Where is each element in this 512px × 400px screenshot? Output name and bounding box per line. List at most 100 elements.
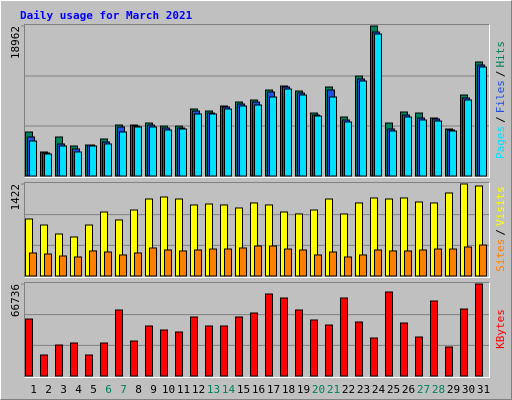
bar (164, 129, 172, 177)
bar (179, 250, 187, 277)
bar (269, 245, 277, 277)
bar (89, 250, 97, 277)
x-tick-label: 14 (222, 383, 236, 396)
bar (179, 128, 187, 177)
bar (404, 250, 412, 277)
x-tick-label: 10 (162, 383, 175, 396)
bar (344, 121, 352, 177)
y-tick-label: 66736 (9, 284, 22, 317)
legend-entry: Pages (494, 126, 507, 159)
bar (205, 325, 213, 377)
bar (235, 316, 243, 377)
bar (359, 254, 367, 277)
bar (119, 254, 127, 277)
bar (209, 248, 217, 277)
bar (29, 252, 37, 277)
bar (104, 143, 112, 177)
x-tick-label: 15 (237, 383, 250, 396)
legend-separator: / (494, 71, 507, 78)
x-tick-label: 23 (357, 383, 370, 396)
bar (329, 251, 337, 277)
bar (419, 119, 427, 177)
x-tick-label: 9 (150, 383, 157, 396)
bar (340, 297, 348, 377)
bar (434, 120, 442, 177)
bar (130, 340, 138, 377)
chart-title: Daily usage for March 2021 (20, 9, 193, 22)
bar (224, 248, 232, 277)
bar (164, 249, 172, 277)
bar (385, 291, 393, 377)
bar (370, 337, 378, 377)
bar (104, 251, 112, 277)
legend-separator: / (494, 116, 507, 123)
bar (479, 244, 487, 277)
bar (404, 116, 412, 177)
bar (190, 316, 198, 377)
bar (100, 342, 108, 377)
x-tick-label: 20 (312, 383, 325, 396)
panel-light (24, 182, 490, 278)
x-tick-label: 1 (30, 383, 37, 396)
bar (374, 249, 382, 277)
bar (445, 346, 453, 377)
bar (44, 253, 52, 277)
x-tick-label: 12 (192, 383, 205, 396)
bar (89, 145, 97, 177)
bar (359, 80, 367, 177)
bar (355, 321, 363, 377)
bar (284, 88, 292, 177)
bar (389, 130, 397, 177)
bar (239, 247, 247, 277)
x-tick-label: 16 (252, 383, 265, 396)
x-tick-label: 17 (267, 383, 280, 396)
bar (419, 249, 427, 277)
bar (119, 131, 127, 177)
bar (400, 322, 408, 377)
bar (59, 145, 67, 177)
bar (254, 245, 262, 277)
x-tick-label: 2 (45, 383, 52, 396)
panel-shadow (24, 24, 490, 178)
bar (415, 336, 423, 377)
bar (299, 249, 307, 277)
bar (74, 151, 82, 177)
bar (389, 250, 397, 277)
legend-entry: Files (494, 80, 507, 113)
bar (344, 256, 352, 277)
bar (299, 94, 307, 177)
x-tick-label: 26 (402, 383, 415, 396)
bar (250, 312, 258, 377)
bar (55, 344, 63, 377)
x-tick-label: 30 (462, 383, 475, 396)
bar (149, 126, 157, 177)
legend: KBytes (494, 309, 507, 349)
bar (85, 354, 93, 377)
bar (374, 33, 382, 177)
legend-entry: Hits (494, 41, 507, 68)
bar (149, 247, 157, 277)
x-tick-label: 28 (432, 383, 445, 396)
bar (59, 255, 67, 277)
x-tick-label: 29 (447, 383, 460, 396)
bar (280, 297, 288, 377)
x-tick-label: 6 (105, 383, 112, 396)
bar (194, 249, 202, 277)
legend: Pages / Files / Hits (494, 41, 507, 159)
x-tick-label: 7 (120, 383, 127, 396)
bar (479, 66, 487, 177)
legend-entry: Sites (494, 239, 507, 272)
bar (209, 113, 217, 177)
bar (284, 248, 292, 277)
bar (134, 252, 142, 277)
panel-light (24, 282, 490, 378)
bar (449, 130, 457, 177)
bar (194, 113, 202, 177)
x-tick-label: 27 (417, 383, 430, 396)
legend-entry: Visits (494, 186, 507, 226)
bar (70, 342, 78, 377)
bar (74, 256, 82, 277)
